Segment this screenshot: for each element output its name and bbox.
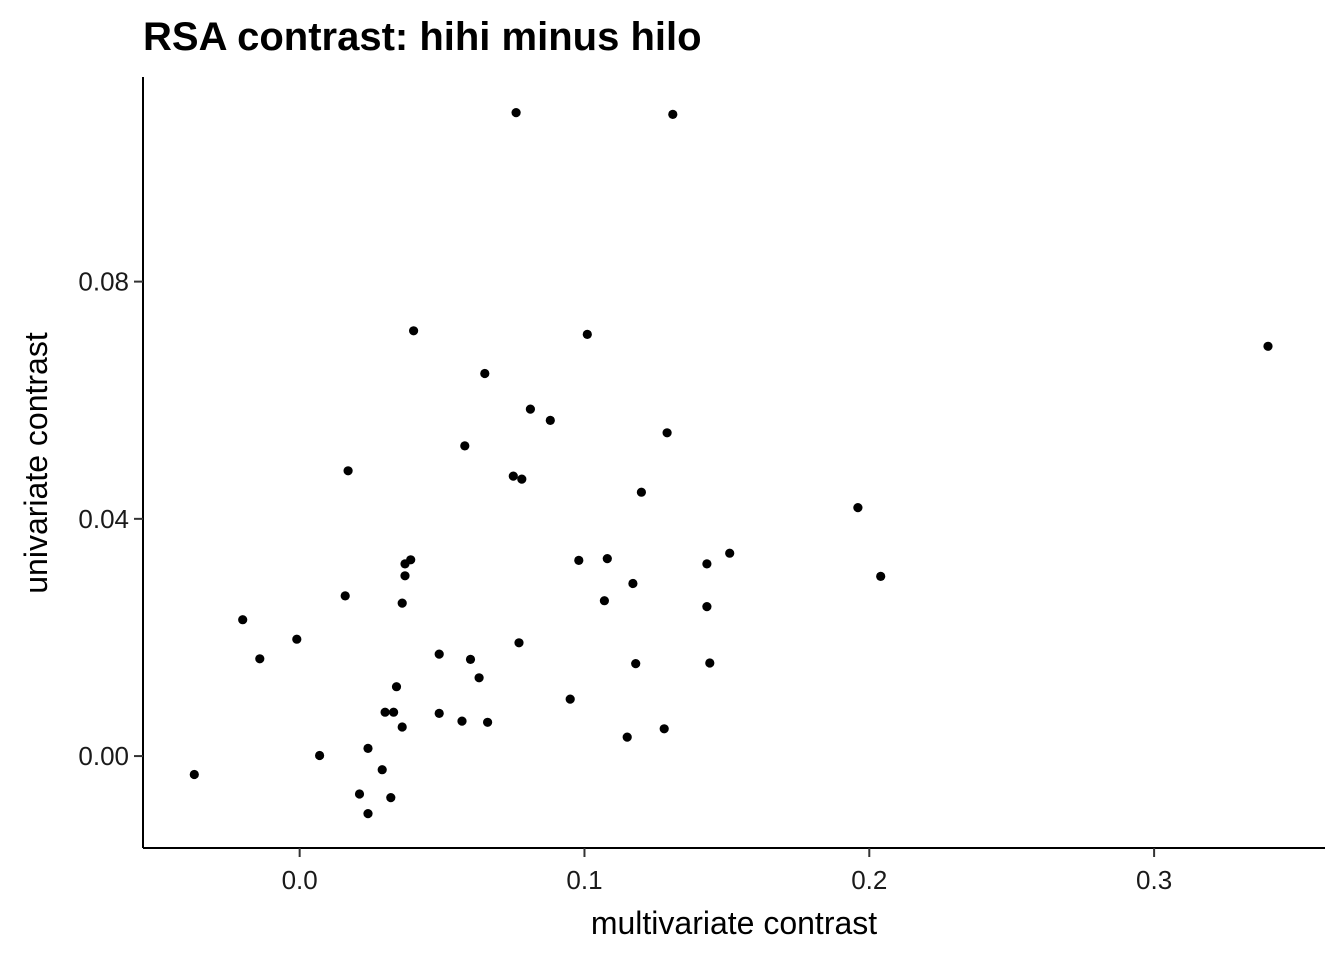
scatter-point [602,554,612,564]
scatter-point [397,598,407,608]
scatter-point [377,765,387,775]
scatter-point [434,708,444,719]
scatter-point [386,793,396,803]
scatter-point [474,673,484,683]
scatter-point [255,654,265,664]
scatter-point [389,707,399,717]
scatter-point [400,559,410,569]
scatter-point [480,368,490,379]
scatter-point [400,571,410,581]
scatter-point [465,654,476,665]
scatter-point [434,649,444,659]
scatter-point [1263,341,1273,351]
scatter-point [189,769,199,780]
scatter-point [514,638,524,648]
scatter-point [853,503,863,513]
scatter-point [363,743,373,754]
x-axis: 0.0 0.1 0.2 0.3 [143,847,1325,895]
scatter-point [628,578,638,589]
scatter-point [517,474,527,484]
chart-title: RSA contrast: hihi minus hilo [143,15,702,59]
scatter-point [380,707,390,717]
scatter-point [460,441,470,451]
x-tick-label: 0.2 [851,865,887,895]
x-tick-label: 0.0 [282,865,318,895]
scatter-point [391,682,402,692]
scatter-point [662,428,672,438]
scatter-point [631,659,641,669]
scatter-point [702,602,712,612]
scatter-point [582,329,592,339]
scatter-point [354,789,365,799]
scatter-point [565,694,575,704]
scatter-point [702,559,712,569]
scatter-point [705,658,715,668]
scatter-point [238,615,248,625]
scatter-point [622,732,632,742]
scatter-point [315,750,325,761]
scatter-point [876,571,886,582]
x-tick-label: 0.3 [1136,865,1172,895]
y-tick-label: 0.08 [78,267,129,297]
scatter-point [409,326,419,336]
scatter-point [292,634,302,644]
scatter-point [457,716,467,726]
x-tick-label: 0.1 [566,865,602,895]
scatter-point [363,809,373,819]
scatter-point [668,109,678,119]
x-axis-label: multivariate contrast [591,905,877,941]
scatter-point [636,487,647,497]
scatter-point [725,548,735,558]
scatter-point [525,404,536,414]
y-tick-label: 0.00 [78,741,129,771]
y-tick-label: 0.04 [78,504,129,534]
scatter-point [511,108,521,118]
scatter-point [574,555,584,566]
scatter-point [340,591,350,601]
scatter-point [545,415,555,425]
scatter-point [343,466,353,476]
scatter-point [483,717,493,727]
scatter-point [659,724,669,734]
y-axis: 0.00 0.04 0.08 [78,77,144,848]
scatter-point [508,471,518,481]
y-axis-label: univariate contrast [18,332,54,594]
scatter-point [599,596,610,606]
data-points [189,108,1273,819]
scatter-point [397,722,407,732]
